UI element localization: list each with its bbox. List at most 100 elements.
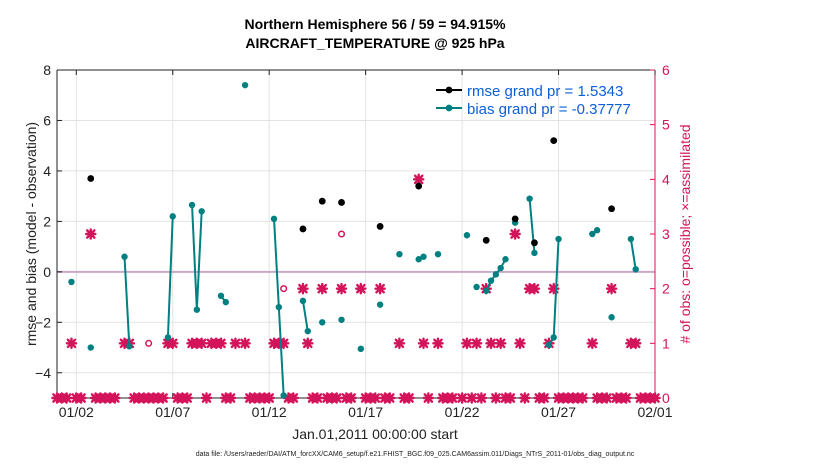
rmse-point: [550, 137, 558, 145]
obs-assimilated-marker: [297, 282, 309, 295]
bias-point: [270, 215, 278, 223]
obs-assimilated-marker: [166, 337, 179, 350]
bias-point: [593, 227, 601, 234]
bias-point: [357, 345, 365, 352]
bias-line-segment: [166, 216, 174, 338]
obs-assimilated-marker: [461, 337, 473, 350]
obs-assimilated-marker: [200, 392, 213, 404]
obs-assimilated-marker: [538, 392, 550, 404]
obs-assimilated-marker: [229, 337, 242, 350]
rmse-point: [318, 197, 326, 205]
legend-bias-label: bias grand pr = -0.37777: [467, 101, 631, 118]
bias-point: [497, 264, 504, 272]
rmse-point: [299, 225, 307, 233]
obs-assimilated-marker: [465, 392, 478, 404]
obs-assimilated-marker: [287, 392, 300, 404]
rmse-point: [531, 239, 538, 247]
obs-assimilated-marker: [620, 392, 632, 404]
obs-assimilated-marker: [412, 173, 425, 186]
y-tick-label: 8: [43, 62, 51, 78]
y2-axis-label: # of obs: o=possible; ×=assimilated: [677, 124, 693, 343]
x-tick-label: 01/17: [348, 404, 383, 420]
obs-assimilated-marker: [316, 282, 329, 295]
bias-point: [280, 392, 287, 399]
obs-possible-marker: [337, 230, 346, 238]
obs-assimilated-marker: [422, 392, 435, 404]
x-tick-label: 01/02: [59, 404, 94, 420]
obs-assimilated-marker: [263, 392, 275, 404]
obs-assimilated-marker: [629, 337, 642, 350]
bias-point: [169, 213, 176, 220]
obs-assimilated-marker: [547, 282, 560, 295]
obs-assimilated-marker: [65, 337, 78, 350]
obs-assimilated-marker: [485, 337, 497, 350]
obs-assimilated-marker: [75, 392, 87, 404]
y2-tick-label: 2: [662, 281, 670, 297]
bias-point: [434, 250, 442, 258]
obs-assimilated-marker: [470, 337, 483, 350]
bias-point: [608, 314, 615, 321]
obs-assimilated-marker: [215, 337, 227, 350]
obs-assimilated-marker: [576, 392, 589, 404]
bias-point: [299, 297, 307, 305]
obs-assimilated-marker: [301, 337, 314, 350]
obs-assimilated-marker: [239, 337, 251, 350]
obs-assimilated-marker: [586, 337, 599, 350]
obs-assimilated-marker: [456, 392, 468, 404]
chart-title: Northern Hemisphere 56 / 59 = 94.915%: [244, 16, 506, 32]
bias-point: [415, 256, 422, 263]
bias-point: [241, 81, 249, 89]
bias-point: [376, 301, 384, 308]
obs-assimilated-marker: [605, 282, 618, 295]
bias-point: [87, 344, 94, 351]
obs-assimilated-marker: [195, 337, 208, 350]
bias-point: [319, 319, 326, 326]
bias-point: [526, 195, 533, 202]
y-tick-label: −4: [35, 365, 51, 381]
bias-point: [188, 201, 196, 209]
x-axis-label: Jan.01,2011 00:00:00 start: [292, 426, 458, 442]
obs-possible-marker: [280, 285, 288, 293]
y2-tick-label: 4: [662, 171, 670, 187]
bias-point: [164, 334, 172, 341]
obs-assimilated-marker: [181, 392, 194, 404]
y-axis-label: rmse and bias (model - observation): [23, 122, 39, 346]
y-tick-label: 2: [43, 213, 51, 229]
obs-assimilated-marker: [600, 392, 613, 404]
obs-assimilated-marker: [403, 392, 415, 404]
rmse-point: [482, 236, 490, 244]
obs-assimilated-marker: [345, 392, 357, 404]
bias-point: [338, 316, 345, 323]
y2-tick-label: 0: [662, 390, 670, 406]
x-tick-label: 01/27: [541, 404, 576, 420]
rmse-point: [608, 205, 615, 213]
legend-rmse-marker: [445, 86, 453, 94]
legend-bias-marker: [445, 104, 453, 112]
obs-possible-marker: [145, 339, 153, 347]
obs-assimilated-marker: [157, 392, 169, 404]
y2-tick-label: 1: [662, 335, 670, 351]
obs-assimilated-marker: [383, 392, 396, 404]
obs-assimilated-marker: [355, 282, 367, 295]
obs-assimilated-marker: [514, 337, 526, 350]
obs-assimilated-marker: [60, 392, 73, 404]
obs-assimilated-marker: [84, 228, 97, 240]
y-tick-label: 0: [43, 264, 51, 280]
chart-subtitle: AIRCRAFT_TEMPERATURE @ 925 hPa: [245, 35, 505, 51]
bias-point: [531, 249, 538, 257]
y2-tick-label: 3: [662, 226, 670, 242]
legend-rmse-label: rmse grand pr = 1.5343: [467, 83, 623, 100]
bias-line-segment: [123, 256, 131, 347]
bias-point: [492, 271, 500, 278]
bias-line-segment: [629, 238, 637, 270]
obs-assimilated-marker: [432, 337, 444, 350]
bias-point: [68, 278, 75, 286]
obs-assimilated-marker: [335, 282, 348, 295]
obs-assimilated-marker: [504, 392, 517, 404]
obs-assimilated-marker: [277, 337, 290, 350]
rmse-point: [511, 215, 519, 223]
x-tick-label: 01/22: [445, 404, 480, 420]
obs-assimilated-marker: [330, 392, 343, 404]
bias-point: [217, 292, 225, 300]
bias-point: [275, 303, 283, 311]
